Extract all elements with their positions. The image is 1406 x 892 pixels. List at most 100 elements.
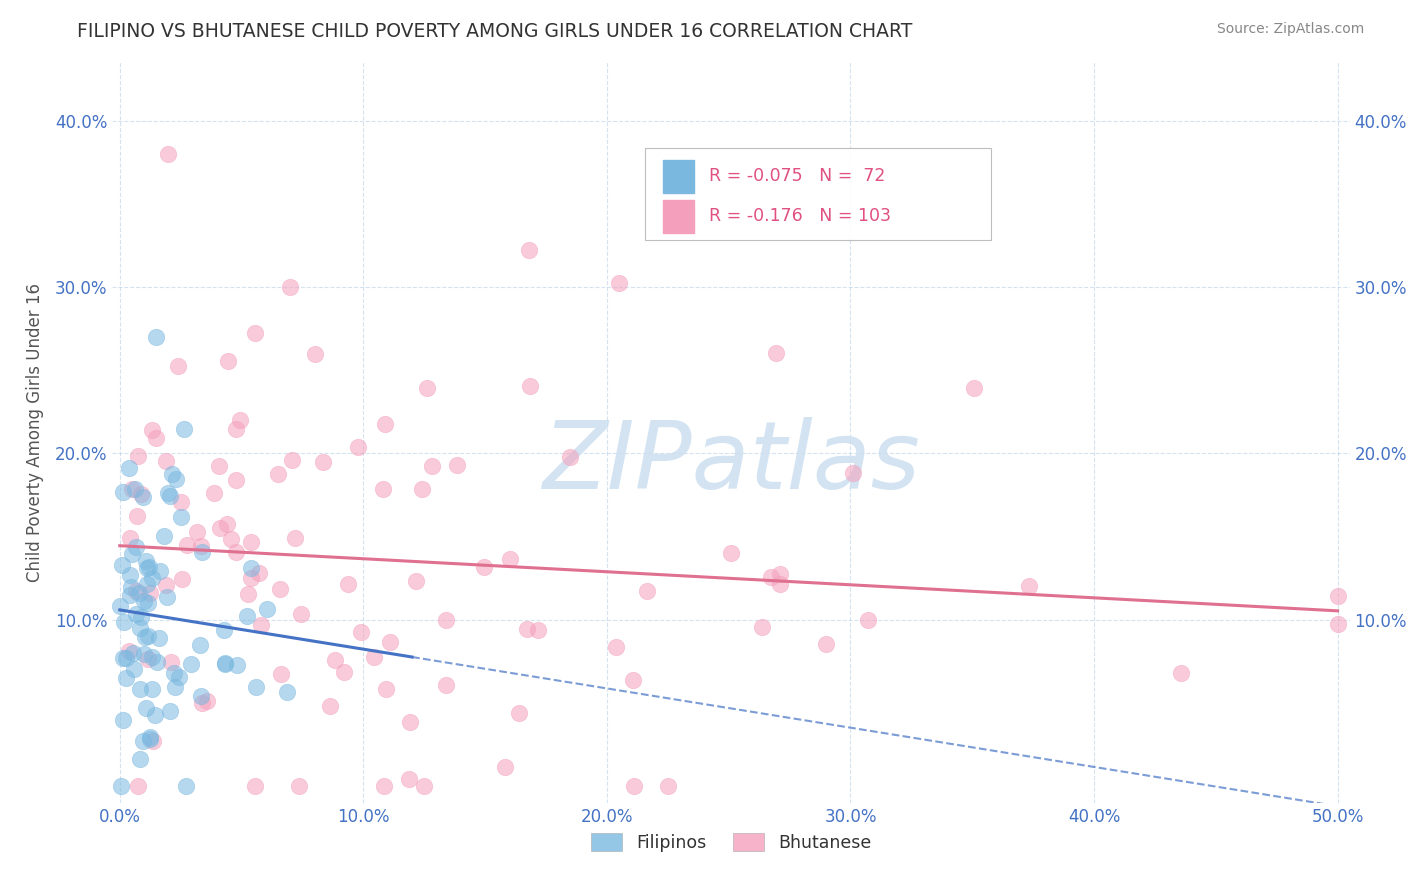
Point — [132, 491, 155, 505]
Point — [141, 682, 163, 697]
Point — [226, 657, 249, 672]
Point — [434, 678, 457, 692]
Point — [145, 432, 167, 446]
Point — [136, 652, 159, 666]
Point — [249, 618, 271, 632]
Point — [278, 280, 301, 294]
Point — [149, 565, 172, 579]
Point — [517, 243, 540, 257]
Point — [176, 538, 198, 552]
Point — [287, 779, 309, 793]
Point — [173, 422, 195, 436]
Point — [111, 485, 134, 500]
Point — [1326, 590, 1348, 604]
Point — [527, 623, 550, 637]
Point — [172, 572, 194, 586]
Point — [127, 779, 149, 793]
Point — [139, 731, 162, 746]
Point — [139, 586, 162, 600]
Point — [169, 495, 191, 509]
Point — [516, 622, 538, 636]
Point — [167, 359, 190, 373]
Point — [519, 379, 541, 393]
Point — [202, 486, 225, 500]
Point — [657, 779, 679, 793]
Point — [508, 706, 530, 721]
Point — [110, 779, 132, 793]
Point — [159, 655, 181, 669]
Bar — [664, 200, 695, 233]
Point — [129, 752, 152, 766]
Point — [143, 707, 166, 722]
Point — [115, 672, 138, 686]
Point — [856, 613, 879, 627]
Bar — [664, 161, 695, 193]
Point — [267, 467, 290, 482]
Point — [129, 610, 152, 624]
Point — [136, 629, 159, 643]
Point — [141, 650, 163, 665]
Point — [963, 381, 986, 395]
Point — [759, 570, 782, 584]
Point — [243, 326, 266, 340]
Point — [236, 609, 259, 624]
Point — [212, 623, 235, 637]
Point — [165, 472, 187, 486]
Point — [399, 714, 422, 729]
Point — [165, 680, 187, 694]
Point — [141, 424, 163, 438]
Text: ZIPatlas: ZIPatlas — [543, 417, 920, 508]
Point — [169, 510, 191, 524]
Point — [136, 560, 159, 574]
Point — [245, 779, 267, 793]
Point — [621, 673, 644, 688]
Point — [411, 482, 433, 496]
Point — [155, 454, 177, 468]
Point — [190, 539, 212, 553]
Point — [751, 620, 773, 634]
Point — [245, 680, 267, 694]
Point — [332, 665, 354, 679]
Point — [132, 648, 155, 662]
Point — [131, 487, 153, 501]
Point — [135, 554, 157, 568]
Point — [281, 453, 304, 467]
Point — [155, 578, 177, 592]
Point — [124, 583, 146, 598]
Point — [125, 509, 148, 524]
Point — [398, 772, 420, 786]
Point — [127, 449, 149, 463]
Point — [118, 568, 141, 582]
Point — [319, 699, 342, 714]
Point — [195, 694, 218, 708]
Point — [118, 644, 141, 658]
Point — [371, 482, 394, 496]
Point — [380, 635, 402, 649]
Point — [191, 697, 214, 711]
Point — [374, 417, 396, 431]
Text: R = -0.075   N =  72: R = -0.075 N = 72 — [709, 168, 886, 186]
Point — [145, 330, 167, 344]
Point — [337, 577, 360, 591]
Point — [163, 666, 186, 681]
Point — [125, 540, 148, 554]
Point — [167, 670, 190, 684]
Point — [499, 551, 522, 566]
Point — [239, 571, 262, 585]
Point — [160, 467, 183, 481]
Point — [290, 607, 312, 621]
Point — [180, 657, 202, 671]
Point — [135, 700, 157, 714]
Point — [120, 588, 142, 602]
Point — [159, 489, 181, 503]
Point — [134, 593, 156, 607]
Point — [269, 582, 291, 597]
Point — [420, 459, 443, 474]
Point — [132, 733, 155, 747]
Point — [720, 546, 742, 560]
Point — [157, 147, 180, 161]
Point — [146, 655, 169, 669]
Point — [607, 276, 630, 290]
Point — [153, 528, 176, 542]
Point — [122, 662, 145, 676]
